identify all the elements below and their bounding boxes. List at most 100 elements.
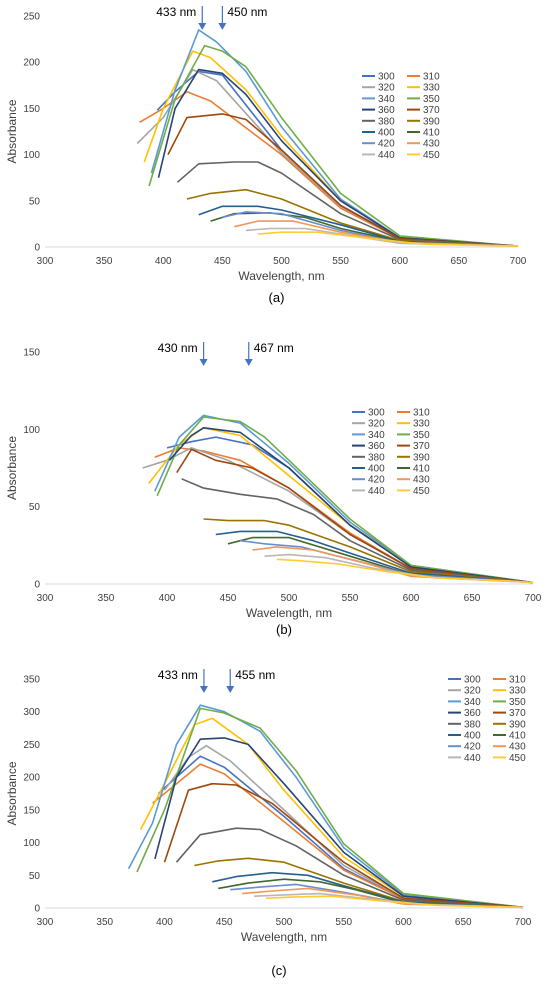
series-line-330 [143, 50, 519, 247]
x-tick-label: 650 [464, 593, 481, 604]
y-tick-label: 150 [23, 104, 40, 115]
x-tick-label: 500 [281, 593, 298, 604]
x-tick-label: 300 [37, 256, 54, 267]
x-tick-label: 700 [525, 593, 542, 604]
legend-label-320: 320 [368, 419, 385, 430]
legend-label-440: 440 [378, 150, 395, 161]
x-axis-label: Wavelength, nm [246, 606, 332, 620]
x-tick-label: 650 [451, 256, 468, 267]
x-tick-label: 600 [395, 917, 412, 928]
peak-arrowhead [199, 686, 208, 693]
series-line-390 [194, 857, 524, 909]
x-tick-label: 450 [220, 593, 237, 604]
legend-label-360: 360 [378, 105, 395, 116]
series-line-310 [152, 763, 524, 909]
legend-label-450: 450 [509, 753, 526, 764]
series-line-380 [176, 161, 519, 247]
x-tick-label: 600 [403, 593, 420, 604]
legend-label-300: 300 [378, 72, 395, 83]
legend-label-370: 370 [413, 441, 430, 452]
x-tick-label: 350 [96, 256, 113, 267]
series-line-310 [139, 91, 519, 247]
peak-arrowhead [199, 359, 208, 366]
peak-annotation: 455 nm [235, 668, 275, 682]
panel-label: (c) [271, 963, 286, 978]
legend-label-330: 330 [509, 686, 526, 697]
x-tick-label: 300 [37, 917, 54, 928]
legend-label-320: 320 [464, 686, 481, 697]
peak-arrowhead [226, 686, 235, 693]
legend-label-380: 380 [378, 116, 395, 127]
legend-label-410: 410 [423, 128, 440, 139]
legend-label-450: 450 [423, 150, 440, 161]
x-tick-label: 700 [510, 256, 527, 267]
y-tick-label: 100 [23, 425, 40, 436]
peak-arrowhead [198, 23, 207, 30]
panel-label: (b) [276, 622, 292, 637]
y-tick-label: 250 [23, 12, 40, 23]
legend-label-420: 420 [464, 742, 481, 753]
y-tick-label: 0 [34, 904, 40, 915]
legend-label-370: 370 [509, 708, 526, 719]
peak-annotation: 433 nm [156, 5, 196, 19]
x-tick-label: 700 [515, 917, 532, 928]
y-tick-label: 100 [23, 838, 40, 849]
legend-label-450: 450 [413, 486, 430, 497]
legend-label-310: 310 [413, 408, 430, 419]
chart-panel-1: 300 350 400 450 500 550 600 650 700 0 50 100 150 200 2… [5, 5, 527, 305]
legend-label-440: 440 [368, 486, 385, 497]
x-axis-label: Wavelength, nm [238, 269, 324, 283]
peak-annotation: 433 nm [158, 668, 198, 682]
legend-label-410: 410 [413, 464, 430, 475]
series-line-390 [186, 188, 519, 247]
legend-label-420: 420 [378, 139, 395, 150]
series-line-450 [257, 231, 519, 247]
x-tick-label: 400 [159, 593, 176, 604]
x-tick-label: 500 [276, 917, 293, 928]
series-line-340 [127, 704, 524, 909]
legend-label-380: 380 [464, 719, 481, 730]
series-line-450 [276, 558, 534, 584]
legend-label-430: 430 [423, 139, 440, 150]
series-line-370 [176, 448, 534, 584]
y-tick-label: 250 [23, 740, 40, 751]
legend-label-430: 430 [413, 475, 430, 486]
y-tick-label: 150 [23, 805, 40, 816]
y-axis-label: Absorbance [5, 761, 19, 825]
y-tick-label: 300 [23, 707, 40, 718]
legend-label-390: 390 [413, 452, 430, 463]
legend-label-340: 340 [464, 697, 481, 708]
series-line-300 [156, 70, 519, 247]
legend-label-320: 320 [378, 83, 395, 94]
y-tick-label: 150 [23, 348, 40, 359]
legend-label-430: 430 [509, 742, 526, 753]
legend-label-440: 440 [464, 753, 481, 764]
x-tick-label: 550 [335, 917, 352, 928]
y-tick-label: 200 [23, 58, 40, 69]
y-axis-label: Absorbance [5, 436, 19, 500]
legend-label-390: 390 [509, 719, 526, 730]
legend-label-340: 340 [378, 94, 395, 105]
y-tick-label: 200 [23, 773, 40, 784]
x-tick-label: 550 [342, 593, 359, 604]
x-tick-label: 350 [96, 917, 113, 928]
series-line-320 [136, 68, 519, 247]
y-tick-label: 0 [34, 243, 40, 254]
legend-label-300: 300 [368, 408, 385, 419]
legend-label-310: 310 [423, 72, 440, 83]
x-tick-label: 550 [332, 256, 349, 267]
legend-label-350: 350 [413, 430, 430, 441]
x-tick-label: 450 [216, 917, 233, 928]
legend-label-330: 330 [423, 83, 440, 94]
legend-label-400: 400 [378, 128, 395, 139]
peak-annotation: 467 nm [254, 341, 294, 355]
x-tick-label: 650 [455, 917, 472, 928]
series-line-380 [175, 827, 524, 909]
series-line-360 [168, 427, 534, 584]
series-line-360 [154, 737, 524, 909]
legend-label-380: 380 [368, 452, 385, 463]
y-tick-label: 100 [23, 150, 40, 161]
x-tick-label: 500 [273, 256, 290, 267]
x-tick-label: 600 [391, 256, 408, 267]
